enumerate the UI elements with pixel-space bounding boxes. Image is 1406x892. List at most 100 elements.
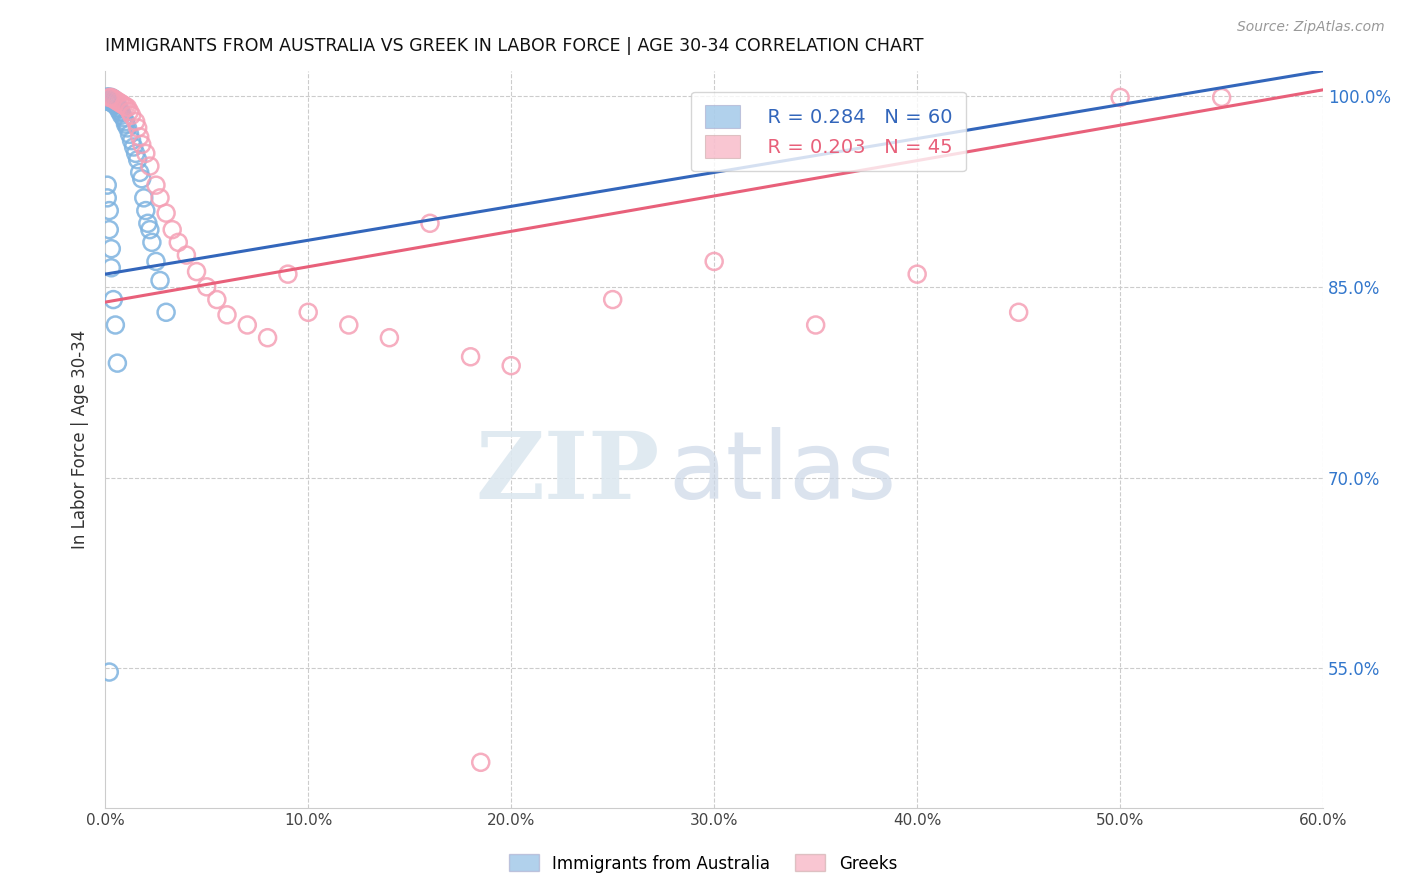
Point [127,120,149,135]
Text: Source: ZipAtlas.com: Source: ZipAtlas.com [1237,20,1385,34]
Point [117,101,139,115]
Point [98,203,121,218]
Point [131,171,153,186]
Point [205,293,228,307]
Point [167,235,190,250]
Point [100,242,122,256]
Point [135,146,157,161]
Point [104,318,127,332]
Point [110,96,132,111]
Point [108,104,131,119]
Point [124,114,146,128]
Point [121,134,143,148]
Point [118,104,141,119]
Point [256,331,278,345]
Point [96,92,118,106]
Point [110,105,132,120]
Point [277,267,299,281]
Point [135,203,157,218]
Point [186,264,208,278]
Point [117,120,139,135]
Point [98,222,121,236]
Point [100,92,122,106]
Point [114,99,136,113]
Point [96,95,118,109]
Point [501,359,523,373]
Point [100,90,122,104]
Point [804,318,827,332]
Point [98,90,121,104]
Point [96,90,118,104]
Text: atlas: atlas [668,426,896,518]
Point [96,92,118,106]
Point [155,305,177,319]
Point [96,90,118,104]
Point [96,90,118,104]
Point [149,191,172,205]
Point [104,95,127,109]
Point [236,318,259,332]
Point [155,206,177,220]
Point [460,350,482,364]
Point [215,308,238,322]
Point [105,95,128,109]
Point [132,191,155,205]
Point [112,111,135,125]
Point [419,216,441,230]
Y-axis label: In Labor Force | Age 30-34: In Labor Force | Age 30-34 [72,330,89,549]
Point [100,95,122,110]
Point [105,356,128,370]
Point [103,293,125,307]
Legend:   R = 0.284   N = 60,   R = 0.203   N = 45: R = 0.284 N = 60, R = 0.203 N = 45 [690,92,966,171]
Point [337,318,360,332]
Point [1211,90,1233,104]
Point [378,331,401,345]
Point [141,235,163,250]
Point [98,93,121,107]
Point [110,108,132,122]
Point [105,101,128,115]
Point [96,93,118,107]
Legend: Immigrants from Australia, Greeks: Immigrants from Australia, Greeks [502,847,904,880]
Point [139,222,162,236]
Point [195,280,218,294]
Point [149,273,172,287]
Point [118,128,141,142]
Point [104,98,127,112]
Point [96,90,118,104]
Point [160,222,183,236]
Text: IMMIGRANTS FROM AUSTRALIA VS GREEK IN LABOR FORCE | AGE 30-34 CORRELATION CHART: IMMIGRANTS FROM AUSTRALIA VS GREEK IN LA… [105,37,924,55]
Point [122,140,145,154]
Point [105,98,128,112]
Point [98,90,121,104]
Point [470,756,492,770]
Point [131,137,153,152]
Point [176,248,198,262]
Point [703,254,725,268]
Point [602,293,624,307]
Point [127,153,149,167]
Point [108,102,131,116]
Point [104,95,127,110]
Point [96,191,118,205]
Point [103,96,125,111]
Point [112,98,135,112]
Point [1008,305,1031,319]
Point [100,90,122,104]
Text: ZIP: ZIP [475,427,659,517]
Point [96,178,118,193]
Point [100,93,122,107]
Point [100,260,122,275]
Point [145,178,167,193]
Point [98,90,121,104]
Point [145,254,167,268]
Point [128,165,150,179]
Point [98,665,121,679]
Point [103,93,125,107]
Point [139,159,162,173]
Point [136,216,159,230]
Point [905,267,928,281]
Point [1109,90,1132,104]
Point [103,95,125,109]
Point [98,90,121,104]
